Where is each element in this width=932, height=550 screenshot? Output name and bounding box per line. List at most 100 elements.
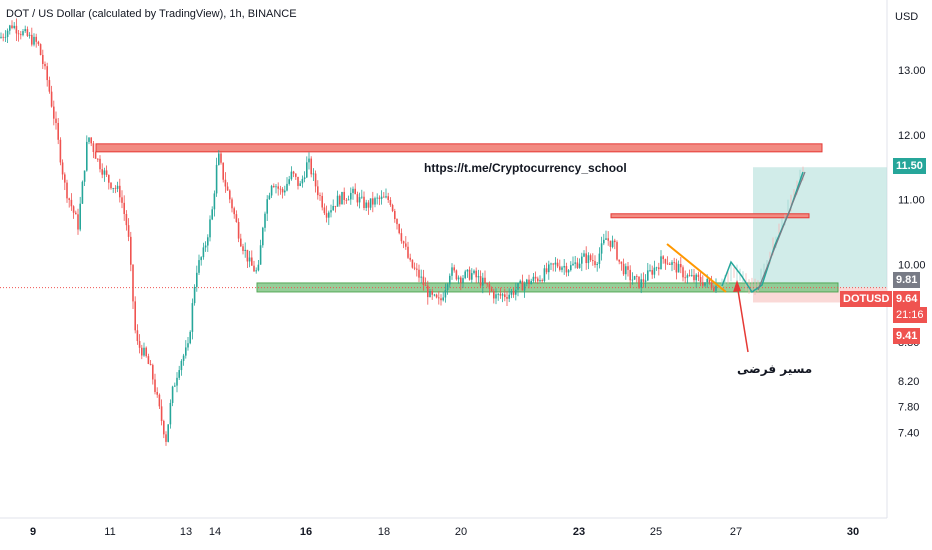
candle-body (17, 33, 20, 35)
candle-body (295, 173, 297, 177)
candle-body (273, 185, 275, 188)
candle-body (660, 256, 662, 270)
candle-body (556, 262, 559, 267)
candle-body (631, 279, 634, 281)
candle-body (255, 270, 257, 272)
candle-body (202, 247, 205, 258)
candle-body (284, 190, 286, 193)
candle-body (475, 270, 477, 278)
candle-body (248, 257, 251, 262)
candle-body (143, 347, 145, 356)
candle-body (90, 137, 92, 144)
candle-body (314, 173, 317, 187)
candle-body (244, 249, 246, 251)
candle-body (358, 197, 361, 203)
candle-body (292, 171, 295, 174)
candle-body (449, 275, 451, 285)
candle-body (559, 266, 561, 270)
candle-body (658, 267, 660, 270)
candle-body (0, 36, 2, 38)
candle-body (354, 188, 356, 195)
candle-body (675, 262, 678, 273)
candle-body (552, 263, 554, 265)
candle-body (671, 262, 673, 265)
candle-body (378, 197, 381, 199)
candle-body (444, 289, 447, 298)
candle-body (506, 297, 508, 299)
candle-body (2, 36, 4, 38)
candle-body (68, 198, 70, 200)
candle-body (158, 394, 161, 407)
candle-body (233, 208, 235, 215)
candle-body (424, 285, 427, 286)
candle-body (466, 269, 469, 272)
candle-body (596, 263, 598, 265)
candle-body (356, 194, 359, 203)
candle-body (501, 294, 504, 296)
candle-body (26, 29, 29, 36)
level-price-tag: 9.81 (893, 272, 921, 288)
candle-body (288, 179, 290, 184)
candle-body (193, 286, 196, 304)
candle-body (112, 188, 114, 189)
candle-body (209, 219, 211, 238)
candle-body (343, 191, 345, 200)
candle-body (673, 262, 675, 264)
candle-body (215, 164, 218, 194)
candle-body (664, 259, 667, 264)
candle-body (572, 263, 574, 266)
candle-body (28, 34, 31, 36)
candle-body (20, 34, 22, 36)
candle-body (31, 34, 33, 45)
candle-body (669, 263, 671, 265)
candle-body (310, 158, 312, 175)
candle-body (345, 199, 348, 201)
price-axis-tick: 7.80 (898, 402, 919, 414)
candle-body (662, 256, 664, 260)
candle-body (101, 169, 103, 175)
candle-body (182, 355, 185, 361)
candle-body (275, 186, 277, 188)
candle-body (204, 245, 207, 248)
candle-body (537, 278, 539, 282)
candle-body (13, 25, 15, 28)
candle-body (88, 137, 90, 142)
stop-price-tag: 9.41 (893, 328, 921, 344)
candle-body (592, 260, 594, 262)
candle-body (585, 253, 587, 264)
candle-body (235, 214, 238, 222)
candle-body (39, 44, 42, 55)
candle-body (24, 29, 26, 32)
candle-body (402, 241, 405, 244)
candle-body (339, 195, 341, 205)
candle-body (616, 242, 618, 260)
candle-body (651, 270, 653, 275)
price-axis-tick: 8.20 (898, 376, 919, 388)
candle-body (123, 202, 125, 214)
candle-body (121, 197, 123, 203)
candle-body (251, 257, 253, 266)
candle-body (710, 282, 713, 289)
candle-body (44, 63, 46, 67)
candle-body (160, 406, 163, 421)
candle-body (61, 162, 64, 175)
candle-body (191, 303, 194, 332)
candle-body (363, 196, 365, 209)
candle-body (704, 282, 706, 286)
candle-body (380, 196, 383, 199)
candle-body (708, 278, 711, 283)
candle-body (666, 263, 669, 265)
candle-body (334, 205, 337, 207)
candle-body (633, 276, 636, 280)
candle-body (55, 118, 57, 123)
candle-body (528, 279, 530, 285)
candle-body (242, 246, 244, 251)
candle-body (361, 196, 363, 198)
candle-body (169, 402, 172, 425)
candle-body (306, 162, 308, 178)
candle-body (145, 347, 147, 357)
candle-body (565, 266, 568, 273)
candle-body (141, 347, 143, 356)
candle-body (510, 291, 513, 295)
